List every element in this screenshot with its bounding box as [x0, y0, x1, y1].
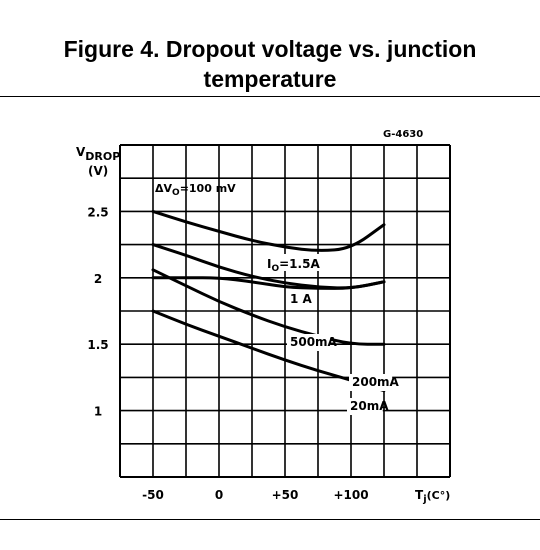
series-label-200ma: 200mA — [352, 375, 400, 389]
bottom-rule — [0, 519, 540, 520]
y-axis-unit: (V) — [88, 164, 108, 178]
series-label-500ma: 500mA — [290, 335, 338, 349]
y-axis-label: VDROP — [76, 145, 120, 163]
labels: 1 1.5 2 2.5 -50 0 +50 +100 Tj(C°) VDROP(V) G-4630 Δ… — [76, 129, 450, 505]
y-tick-label: 1.5 — [87, 338, 108, 352]
series-label-1-5a: IO=1.5A — [267, 257, 320, 274]
series-line-200ma — [151, 268, 386, 346]
y-tick-label: 2 — [94, 272, 102, 286]
figure-title: Figure 4. Dropout voltage vs. junction t… — [0, 34, 540, 94]
series-line-io-1-5a — [151, 209, 386, 252]
x-axis-label: Tj(C°) — [415, 488, 450, 505]
y-tick-label: 2.5 — [87, 205, 108, 219]
series-label-1a-bg — [287, 291, 316, 308]
figure-title-line-1: Figure 4. Dropout voltage vs. junction — [63, 36, 477, 62]
series-label-20ma-bg — [347, 398, 383, 415]
curves — [151, 209, 386, 393]
series-label-20ma: 20mA — [350, 399, 389, 413]
series-label-500ma-bg — [287, 334, 331, 351]
x-tick-label: -50 — [142, 488, 164, 502]
x-tick-label: +50 — [272, 488, 299, 502]
top-rule — [0, 96, 540, 97]
series-label-200ma-bg — [349, 374, 393, 391]
y-tick-label: 1 — [94, 405, 102, 419]
series-label-1a: 1 A — [290, 292, 313, 306]
x-tick-label: +100 — [333, 488, 368, 502]
series-line-20ma — [151, 309, 386, 393]
figure-code: G-4630 — [383, 129, 423, 140]
x-tick-label: 0 — [215, 488, 223, 502]
series-label-bg — [264, 254, 320, 271]
figure-title-line-2: temperature — [203, 66, 337, 92]
condition-label: ΔVO=100 mV — [155, 182, 236, 198]
